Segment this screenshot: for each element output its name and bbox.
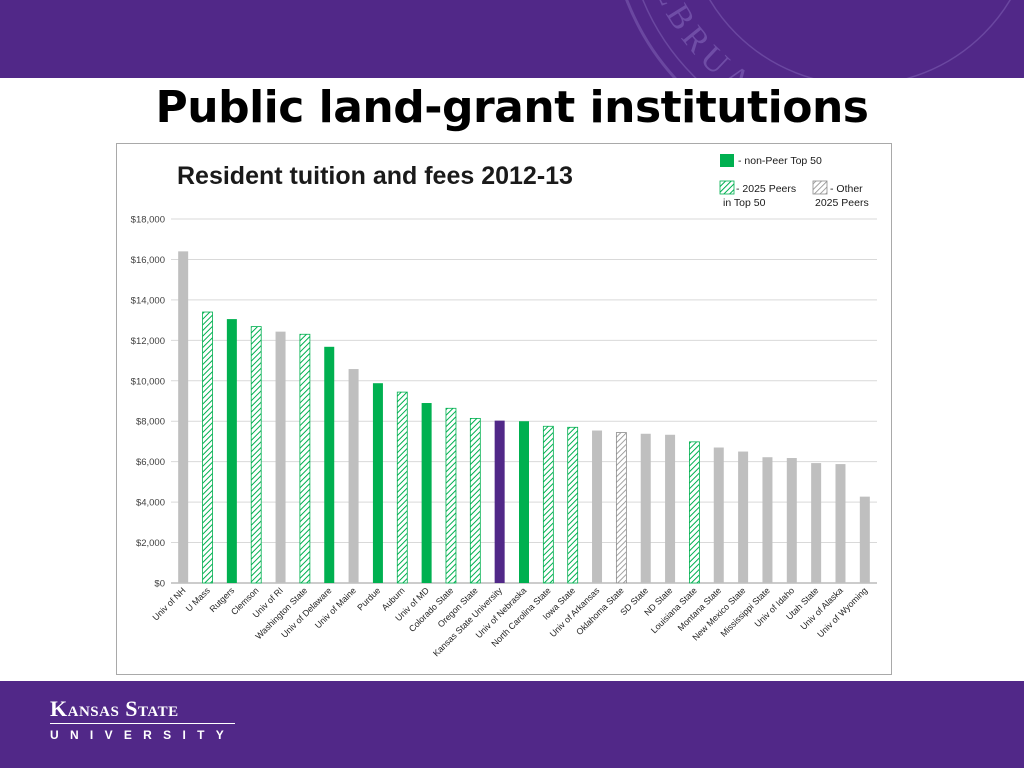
y-tick-label: $16,000: [131, 255, 165, 266]
y-tick-label: $14,000: [131, 295, 165, 306]
legend-swatch-peers-top50: [719, 180, 735, 195]
university-seal-watermark: FEBRUARY 16, 1863: [625, 0, 1024, 78]
logo-subtitle: UNIVERSITY: [50, 728, 236, 742]
legend-label-non-peer: - non-Peer Top 50: [738, 155, 822, 167]
bar: [640, 433, 651, 583]
bars: [178, 251, 870, 584]
legend-label-other-peers-1: - Other: [830, 183, 863, 195]
y-tick-label: $8,000: [136, 417, 165, 428]
logo-name: Kansas State: [50, 697, 236, 724]
legend-label-peers-top50-2: in Top 50: [723, 197, 766, 209]
bar: [615, 432, 627, 584]
bar-chart: Resident tuition and fees 2012-13 $0 $2,0…: [131, 154, 877, 659]
x-tick-label: Purdue: [355, 585, 382, 612]
bar: [469, 417, 481, 584]
bar: [859, 496, 870, 583]
bar: [713, 447, 724, 583]
bar: [762, 457, 773, 583]
bar: [494, 420, 505, 583]
chart-container: Resident tuition and fees 2012-13 $0 $2,0…: [116, 143, 892, 675]
bar: [421, 403, 432, 583]
legend-swatch-other-peers: [812, 180, 828, 195]
bar: [689, 441, 700, 584]
top-banner: FEBRUARY 16, 1863: [0, 0, 1024, 78]
y-tick-label: $10,000: [131, 376, 165, 387]
legend-swatch-non-peer: [720, 154, 734, 167]
legend: - non-Peer Top 50 - 2025 Peers in Top 50…: [719, 154, 869, 209]
bar: [348, 369, 359, 583]
kansas-state-logo: Kansas State UNIVERSITY: [50, 697, 236, 742]
bar: [178, 251, 189, 583]
bar: [324, 346, 335, 583]
bar: [445, 407, 457, 584]
y-tick-label: $6,000: [136, 457, 165, 468]
bar: [592, 430, 603, 583]
y-axis-tick-labels: $0 $2,000 $4,000 $6,000 $8,000 $10,000 $12,000…: [131, 215, 165, 590]
bottom-banner: Kansas State UNIVERSITY: [0, 681, 1024, 768]
legend-label-other-peers-2: 2025 Peers: [815, 197, 869, 209]
legend-label-peers-top50-1: - 2025 Peers: [736, 183, 796, 195]
bar: [665, 434, 676, 583]
chart-title: Resident tuition and fees 2012-13: [177, 162, 573, 190]
bar: [202, 311, 213, 584]
bar: [811, 463, 822, 583]
bar: [226, 319, 237, 583]
y-tick-label: $2,000: [136, 538, 165, 549]
bar: [786, 458, 797, 583]
bar: [396, 391, 408, 584]
seal-text: FEBRUARY 16, 1863: [639, 0, 970, 78]
y-tick-label: $12,000: [131, 336, 165, 347]
bar: [738, 451, 749, 583]
bar: [299, 333, 311, 584]
y-tick-label: $4,000: [136, 498, 165, 509]
bar: [567, 426, 579, 584]
x-tick-label: U Mass: [184, 585, 213, 614]
bar: [542, 425, 554, 584]
y-tick-label: $0: [154, 579, 165, 590]
bar: [250, 326, 262, 584]
bar: [275, 331, 286, 583]
y-tick-label: $18,000: [131, 215, 165, 226]
bar: [519, 421, 529, 583]
bar: [835, 464, 846, 583]
x-tick-label: Univ of NH: [150, 585, 187, 622]
svg-text:FEBRUARY 16, 1863: FEBRUARY 16, 1863: [639, 0, 976, 78]
bar: [372, 383, 383, 583]
slide-title: Public land-grant institutions: [155, 82, 869, 133]
